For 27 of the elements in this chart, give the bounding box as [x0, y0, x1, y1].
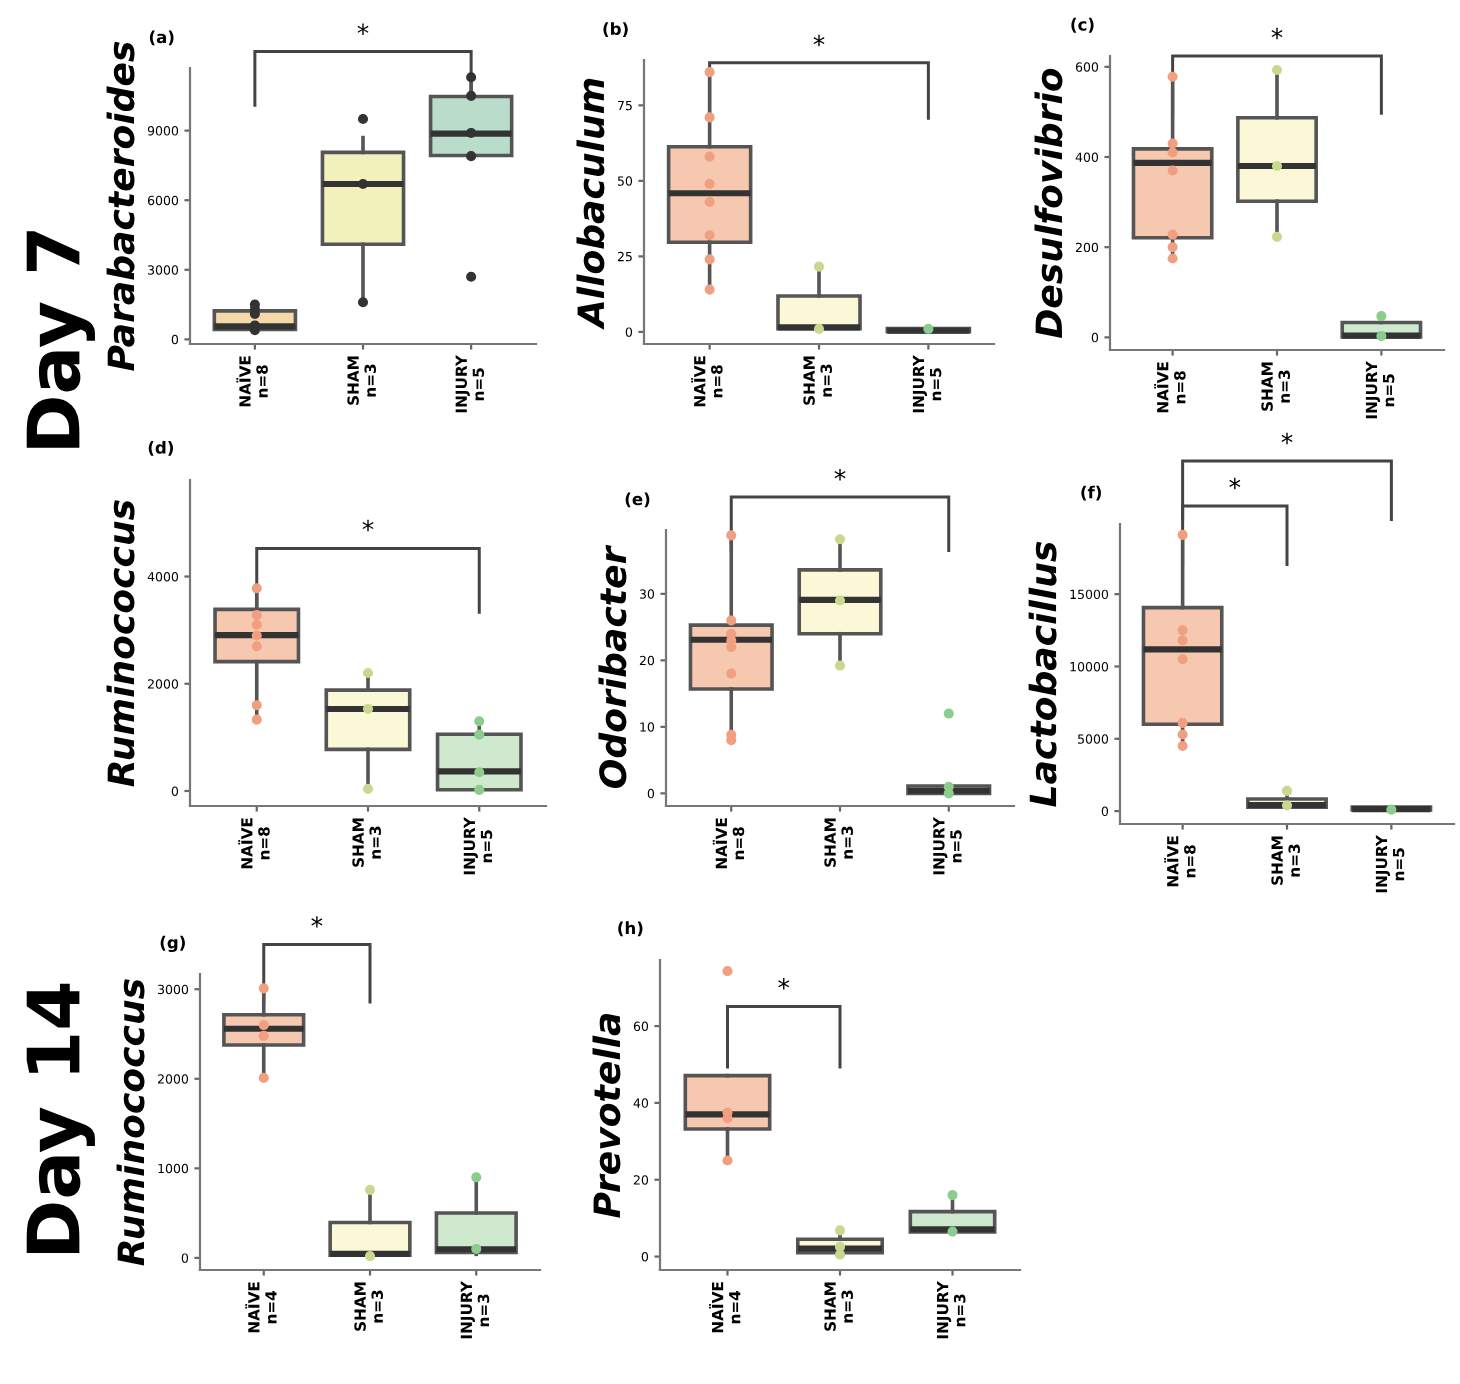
text: * [1229, 477, 1241, 490]
chart-title: (c) [1071, 17, 1094, 33]
text: * [813, 34, 825, 47]
text: * [834, 468, 846, 481]
chart-title: (e) [625, 492, 650, 508]
chart-title: (a) [149, 30, 174, 46]
chart-title: (b) [603, 22, 628, 38]
text: * [1281, 432, 1293, 445]
y-axis-title: Ruminococcus [116, 979, 145, 1266]
annotation: * [362, 519, 374, 532]
text: Day 7 [26, 231, 95, 448]
text: * [311, 916, 323, 928]
y-axis-title: Odoribacter [598, 544, 627, 789]
y-axis-title: Prevotella [592, 1013, 621, 1218]
y-axis-title: Allobaculum [576, 78, 605, 330]
y-axis-title: Parabacteroides [106, 41, 135, 371]
chart-title: (h) [618, 921, 643, 937]
text: * [1271, 27, 1283, 40]
chart-title: (g) [160, 935, 185, 953]
text: Day 14 [26, 983, 95, 1253]
y-axis-title: Ruminococcus [106, 500, 135, 787]
y-axis-title: Desulfovibrio [1034, 68, 1063, 338]
text: * [357, 23, 369, 35]
y-axis-title: Lactobacillus [1028, 541, 1057, 807]
chart-title: (f) [1081, 485, 1101, 501]
annotation: * [778, 978, 790, 990]
chart-title: (d) [148, 440, 174, 456]
